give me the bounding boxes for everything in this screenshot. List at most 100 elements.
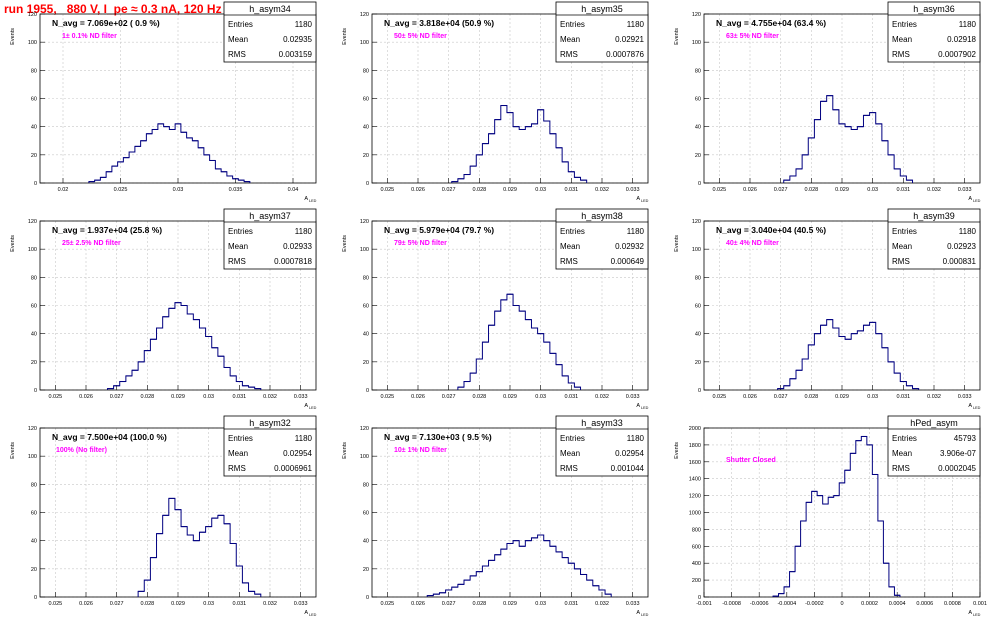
stats-value: 0.0006961 (274, 464, 312, 473)
x-tick-label: 0.032 (595, 394, 609, 400)
stats-label: RMS (228, 50, 246, 59)
histogram-panel-h_asym38: 0 20 40 60 80 100 120 0.025 0.026 0.027 0.028 0.029… (332, 207, 664, 414)
stats-value: 0.02954 (615, 449, 644, 458)
x-tick-label: 0.033 (626, 601, 640, 607)
y-tick-label: 60 (695, 304, 701, 310)
histogram-svg: 0 20 40 60 80 100 120 0.025 0.026 0.027 0.028 0.029… (342, 1, 649, 203)
stats-label: Mean (892, 35, 912, 44)
nav-title: N_avg = 5.979e+04 (79.7 %) (384, 225, 494, 235)
x-tick-label: 0.029 (835, 394, 849, 400)
stats-label: Entries (892, 20, 917, 29)
x-tick-label: -0.0006 (750, 601, 769, 607)
stats-label: Entries (560, 227, 585, 236)
histogram-panel-h_asym39: 0 20 40 60 80 100 120 0.025 0.026 0.027 0.028 0.029… (664, 207, 996, 414)
y-tick-label: 80 (695, 275, 701, 281)
x-tick-label: 0.027 (110, 394, 124, 400)
x-tick-label: 0.027 (774, 187, 788, 193)
y-tick-label: 60 (363, 304, 369, 310)
stats-value: 0.02932 (615, 242, 644, 251)
x-tick-label: 0.028 (804, 394, 818, 400)
y-tick-label: 120 (692, 219, 701, 225)
y-axis-title: Events (10, 235, 16, 252)
x-tick-label: 0.028 (472, 187, 486, 193)
x-tick-label: 0.03 (535, 187, 546, 193)
histogram-panel-hPed_asym: 0 200 400 600 800 1000 1200 1400 1600 1800 2000 -0.… (664, 414, 996, 621)
x-tick-label: 0.025 (114, 187, 128, 193)
x-tick-label: 0.031 (896, 187, 910, 193)
x-tick-label: 0.001 (973, 601, 987, 607)
histogram-line (772, 435, 901, 597)
x-tick-label: 0.029 (503, 394, 517, 400)
y-tick-label: 100 (360, 454, 369, 460)
x-tick-label: 0.0006 (916, 601, 933, 607)
x-axis-title: A (968, 610, 972, 616)
x-tick-label: 0.032 (595, 601, 609, 607)
stats-value: 1180 (627, 434, 645, 443)
stats-label: Entries (892, 227, 917, 236)
canvas-title: run 1955, 880 V, I_pe ≈ 0.3 nA, 120 Hz (4, 2, 222, 16)
stats-box (887, 415, 981, 477)
nav-title: N_avg = 4.755e+04 (63.4 %) (716, 18, 826, 28)
y-axis-title: Events (674, 28, 680, 45)
y-tick-label: 20 (31, 153, 37, 159)
x-tick-label: 0.02 (58, 187, 69, 193)
stats-box (887, 208, 981, 270)
x-tick-label: 0.029 (503, 601, 517, 607)
stats-box (555, 1, 649, 63)
y-tick-label: 100 (692, 40, 701, 46)
nav-title: N_avg = 7.069e+02 ( 0.9 %) (52, 18, 160, 28)
stats-box (223, 415, 317, 477)
x-tick-label: 0.029 (171, 601, 185, 607)
filter-note: 1± 0.1% ND filter (62, 33, 117, 40)
histogram-line (451, 105, 588, 183)
y-tick-label: 20 (363, 567, 369, 573)
x-tick-label: 0.031 (896, 394, 910, 400)
stats-label: Mean (560, 449, 580, 458)
histogram-svg: 0 200 400 600 800 1000 1200 1400 1600 1800 2000 -0.… (674, 415, 987, 617)
y-axis-title: Events (342, 442, 348, 459)
stats-title: h_asym35 (581, 4, 623, 14)
stats-value: 45793 (954, 434, 977, 443)
stats-value: 3.906e-07 (940, 449, 977, 458)
nav-title: N_avg = 7.130e+03 ( 9.5 %) (384, 432, 492, 442)
histogram-panel-h_asym35: 0 20 40 60 80 100 120 0.025 0.026 0.027 0.028 0.029… (332, 0, 664, 207)
stats-label: RMS (228, 464, 246, 473)
filter-note: 10± 1% ND filter (394, 447, 447, 454)
x-tick-label: 0.032 (927, 187, 941, 193)
stats-label: Entries (228, 434, 253, 443)
stats-value: 0.02918 (947, 35, 976, 44)
stats-value: 0.000649 (611, 257, 645, 266)
stats-value: 0.02935 (283, 35, 312, 44)
stats-box (555, 415, 649, 477)
stats-value: 1180 (295, 227, 313, 236)
histogram-line (137, 497, 262, 597)
filter-note: 25± 2.5% ND filter (62, 240, 121, 247)
histogram-line (783, 95, 914, 183)
stats-label: RMS (560, 464, 578, 473)
x-tick-label: 0.026 (79, 394, 93, 400)
x-axis-subscript: LED (973, 406, 981, 410)
x-tick-label: 0.035 (229, 187, 243, 193)
stats-value: 0.02921 (615, 35, 644, 44)
stats-label: Entries (560, 434, 585, 443)
x-tick-label: 0.027 (110, 601, 124, 607)
histogram-svg: 0 20 40 60 80 100 120 0.025 0.026 0.027 0.028 0.029… (674, 1, 981, 203)
x-tick-label: 0.031 (232, 394, 246, 400)
histogram-panel-h_asym37: 0 20 40 60 80 100 120 0.025 0.026 0.027 0.028 0.029… (0, 207, 332, 414)
x-tick-label: 0.029 (171, 394, 185, 400)
x-tick-label: 0.0008 (944, 601, 961, 607)
x-tick-label: 0.025 (380, 601, 394, 607)
stats-label: Entries (228, 20, 253, 29)
x-tick-label: 0.025 (48, 601, 62, 607)
x-tick-label: 0 (840, 601, 843, 607)
x-tick-label: 0.03 (173, 187, 184, 193)
y-tick-label: 40 (695, 125, 701, 131)
stats-title: h_asym33 (581, 418, 623, 428)
x-tick-label: 0.03 (203, 394, 214, 400)
stats-title: h_asym38 (581, 211, 623, 221)
y-tick-label: 120 (28, 12, 37, 18)
stats-label: Mean (228, 449, 248, 458)
histogram-line (106, 302, 262, 390)
stats-value: 0.0007818 (274, 257, 312, 266)
stats-value: 1180 (959, 20, 977, 29)
